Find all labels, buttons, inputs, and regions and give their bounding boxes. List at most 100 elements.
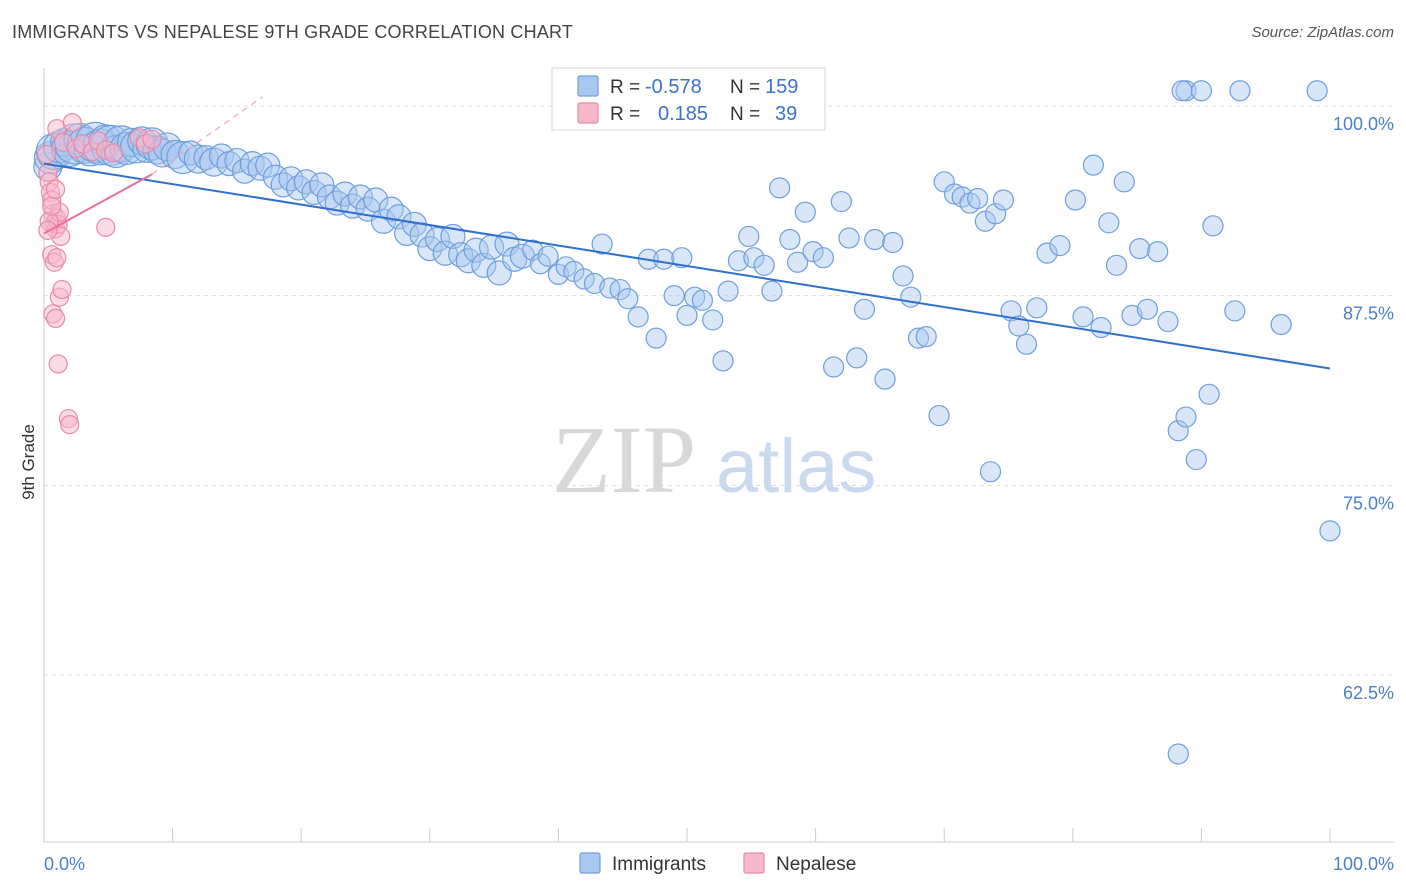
y-tick-labels: 100.0% 87.5% 75.0% 62.5% [1333, 114, 1394, 703]
bottom-legend-label-nepalese: Nepalese [776, 854, 856, 875]
data-point [529, 253, 551, 275]
data-point [36, 144, 57, 165]
data-point [208, 143, 235, 169]
bottom-legend-label-immigrants: Immigrants [612, 854, 706, 875]
grid-lines [44, 105, 1394, 676]
legend-n-value: 159 [765, 76, 798, 98]
data-point [1202, 215, 1224, 237]
trend-line-immigrants [43, 162, 1331, 370]
data-point [779, 228, 801, 251]
data-point [928, 404, 950, 427]
data-point [573, 268, 595, 290]
data-point [60, 415, 80, 435]
data-point [1198, 383, 1220, 405]
data-point [96, 217, 116, 237]
legend-r-label: R = [610, 104, 640, 125]
data-point [712, 350, 734, 372]
data-point [1157, 310, 1179, 333]
data-point [1098, 212, 1120, 234]
legend-r-label: R = [610, 77, 640, 98]
data-point [992, 189, 1014, 211]
data-point [1136, 298, 1158, 320]
data-point [1224, 300, 1246, 322]
y-tick-label: 87.5% [1343, 304, 1394, 324]
legend-n-label: N = [730, 77, 760, 98]
data-point [1306, 80, 1328, 102]
data-point [794, 201, 816, 223]
bottom-legend-swatch-nepalese [743, 852, 765, 874]
data-point [48, 354, 68, 374]
y-tick-label: 62.5% [1343, 683, 1394, 703]
data-point [823, 356, 845, 378]
data-point [717, 280, 739, 302]
data-point [1147, 241, 1169, 263]
data-point [900, 286, 922, 308]
data-point [370, 208, 397, 234]
legend-n-value: 39 [775, 103, 797, 125]
data-point [45, 308, 66, 329]
legend-swatch-immigrants [577, 75, 599, 97]
data-point [1185, 448, 1207, 471]
data-point [617, 288, 639, 310]
x-tick-label-min: 0.0% [44, 854, 85, 874]
data-point [671, 247, 693, 269]
data-point [727, 250, 750, 272]
data-point [1129, 238, 1151, 260]
data-point [1190, 80, 1213, 102]
data-point [761, 280, 783, 302]
trend-line-nepalese [43, 173, 153, 235]
data-point [463, 237, 489, 263]
data-point [663, 285, 685, 307]
data-point [42, 196, 62, 216]
data-point [347, 184, 373, 210]
data-point [979, 461, 1002, 483]
data-point [1008, 315, 1030, 337]
y-tick-label: 75.0% [1343, 493, 1394, 513]
data-point [1175, 406, 1197, 428]
data-point [753, 254, 775, 276]
data-point [1049, 234, 1071, 257]
data-point [142, 129, 162, 149]
data-point [591, 233, 613, 255]
trend-lines [43, 96, 1331, 370]
data-point [537, 245, 559, 267]
data-point [609, 278, 631, 301]
data-point [676, 304, 698, 326]
data-point [52, 279, 72, 300]
data-point [864, 228, 886, 251]
data-point [232, 158, 258, 184]
data-point [1026, 297, 1048, 319]
data-point [1171, 80, 1193, 102]
legend-swatch-nepalese [577, 102, 599, 124]
bottom-legend: Immigrants Nepalese [579, 852, 856, 875]
data-point [547, 263, 570, 285]
data-point [332, 181, 358, 207]
data-point [874, 368, 896, 390]
data-point [907, 327, 930, 349]
data-point [802, 241, 824, 263]
legend-r-value: 0.185 [658, 103, 708, 125]
bottom-legend-swatch-immigrants [579, 852, 601, 874]
y-tick-label: 100.0% [1333, 114, 1394, 134]
data-point [309, 172, 335, 198]
data-point [301, 179, 327, 206]
data-point [846, 347, 868, 369]
legend-r-value: -0.578 [645, 76, 702, 98]
data-point [702, 309, 724, 331]
data-point [691, 289, 714, 311]
data-point [985, 203, 1007, 225]
legend-box: R = -0.578 N = 159 R = 0.185 N = 39 [551, 67, 826, 131]
data-point [1090, 316, 1112, 339]
data-point [645, 327, 667, 349]
data-point [1113, 171, 1135, 193]
data-point [653, 248, 675, 270]
x-tick-label-max: 100.0% [1333, 854, 1394, 874]
data-point [838, 227, 860, 249]
series-nepalese [36, 113, 162, 435]
chart-title: IMMIGRANTS VS NEPALESE 9TH GRADE CORRELA… [12, 22, 574, 42]
data-point [1082, 154, 1104, 176]
trend-line-extension [151, 96, 263, 175]
data-point [1064, 189, 1086, 211]
data-points [33, 80, 1341, 765]
